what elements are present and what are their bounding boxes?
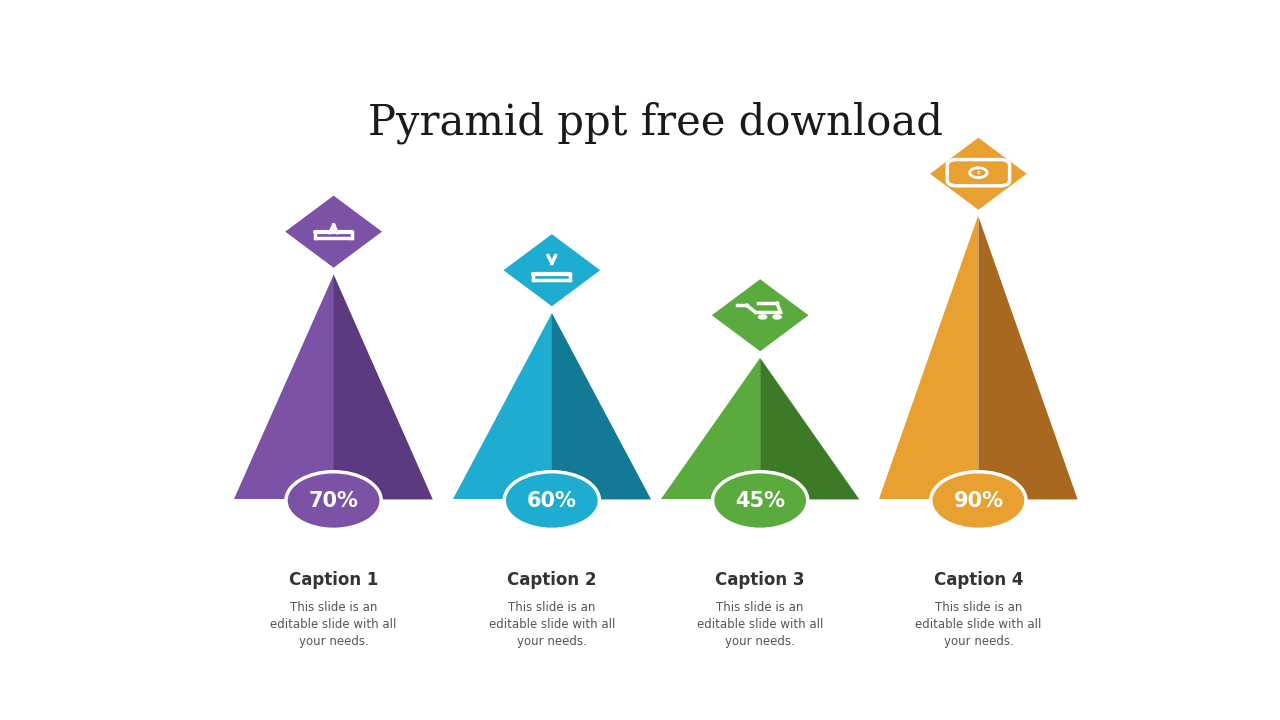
Circle shape [772,314,782,320]
Text: This slide is an
editable slide with all
your needs.: This slide is an editable slide with all… [270,601,397,649]
Text: Caption 3: Caption 3 [716,571,805,589]
Ellipse shape [285,472,381,529]
Ellipse shape [504,472,599,529]
Ellipse shape [931,472,1027,529]
Polygon shape [285,196,381,268]
Polygon shape [334,274,433,500]
Text: This slide is an
editable slide with all
your needs.: This slide is an editable slide with all… [698,601,823,649]
Text: 90%: 90% [954,490,1004,510]
Text: Caption 2: Caption 2 [507,571,596,589]
Polygon shape [503,234,600,306]
Text: Caption 4: Caption 4 [933,571,1023,589]
Text: Pyramid ppt free download: Pyramid ppt free download [369,102,943,144]
Polygon shape [453,313,552,500]
Text: 60%: 60% [527,490,577,510]
Text: $: $ [977,170,980,175]
Polygon shape [978,217,1078,500]
Text: 70%: 70% [308,490,358,510]
Text: Caption 1: Caption 1 [289,571,379,589]
Text: This slide is an
editable slide with all
your needs.: This slide is an editable slide with all… [915,601,1042,649]
Polygon shape [660,358,760,500]
Polygon shape [552,313,652,500]
Polygon shape [931,138,1027,210]
Polygon shape [879,217,978,500]
Text: This slide is an
editable slide with all
your needs.: This slide is an editable slide with all… [489,601,614,649]
Ellipse shape [713,472,808,529]
Polygon shape [760,358,859,500]
Circle shape [758,314,768,320]
Polygon shape [234,274,334,500]
Polygon shape [712,279,809,351]
Text: 45%: 45% [735,490,785,510]
